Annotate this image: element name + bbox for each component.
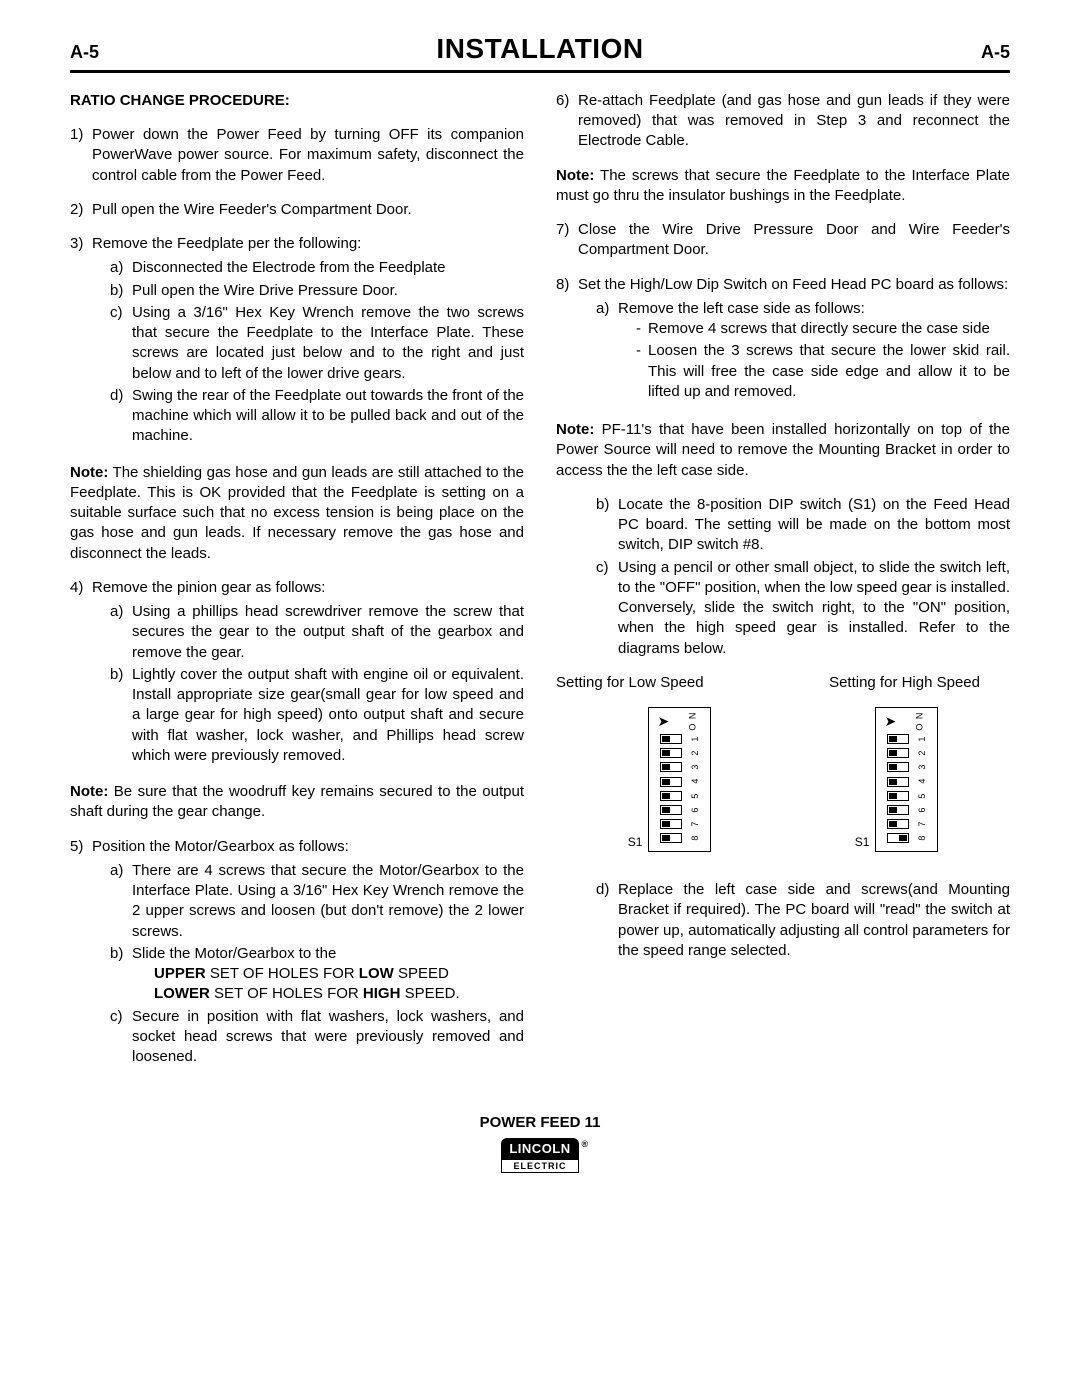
step-text: Close the Wire Drive Pressure Door and W… — [578, 220, 1010, 261]
header-left: A-5 — [70, 40, 99, 64]
step-text-line: Remove the pinion gear as follows: — [92, 579, 325, 596]
logo-top: LINCOLN — [501, 1138, 578, 1160]
step-text: Pull open the Wire Feeder's Compartment … — [92, 200, 524, 220]
step-7: 7) Close the Wire Drive Pressure Door an… — [556, 220, 1010, 261]
dip-captions: Setting for Low Speed Setting for High S… — [556, 673, 1010, 693]
s1-label: S1 — [628, 834, 643, 850]
dash-list: -Remove 4 screws that directly secure th… — [618, 319, 1010, 402]
step-num: 7) — [556, 220, 578, 261]
substep-c: c)Secure in position with flat washers, … — [110, 1007, 524, 1068]
step-1: 1) Power down the Power Feed by turning … — [70, 125, 524, 186]
substep-d: d)Replace the left case side and screws(… — [596, 880, 1010, 961]
substeps: a)There are 4 screws that secure the Mot… — [92, 861, 524, 1068]
substeps: a) Remove the left case side as follows:… — [578, 299, 1010, 404]
header-title: INSTALLATION — [436, 30, 643, 68]
content-columns: RATIO CHANGE PROCEDURE: 1) Power down th… — [70, 91, 1010, 1084]
step-text: Set the High/Low Dip Switch on Feed Head… — [578, 275, 1010, 407]
step-num: 8) — [556, 275, 578, 407]
section-heading: RATIO CHANGE PROCEDURE: — [70, 91, 524, 111]
note-text: The screws that secure the Feedplate to … — [556, 167, 1010, 204]
substeps-cont: b)Locate the 8-position DIP switch (S1) … — [556, 495, 1010, 659]
header-right: A-5 — [981, 40, 1010, 64]
lincoln-logo-icon: LINCOLN ELECTRIC — [501, 1138, 578, 1174]
substep-b: b)Pull open the Wire Drive Pressure Door… — [110, 281, 524, 301]
substep-c: c)Using a pencil or other small object, … — [596, 558, 1010, 659]
hole-line-2: LOWER SET OF HOLES FOR HIGH SPEED. — [132, 984, 524, 1004]
hole-line-1: UPPER SET OF HOLES FOR LOW SPEED — [132, 964, 524, 984]
note-3: Note: The screws that secure the Feedpla… — [556, 166, 1010, 207]
dash-item: -Remove 4 screws that directly secure th… — [636, 319, 1010, 339]
substep-a: a) Remove the left case side as follows:… — [596, 299, 1010, 404]
dip-high: S1 ➤O N12345678 — [855, 707, 938, 852]
substep-b: b)Lightly cover the output shaft with en… — [110, 665, 524, 766]
step-text-line: Position the Motor/Gearbox as follows: — [92, 838, 349, 855]
step-text: Remove the pinion gear as follows: a)Usi… — [92, 578, 524, 768]
step-5: 5) Position the Motor/Gearbox as follows… — [70, 837, 524, 1070]
step-num: 5) — [70, 837, 92, 1070]
step-3: 3) Remove the Feedplate per the followin… — [70, 234, 524, 449]
step-num: 3) — [70, 234, 92, 449]
left-column: RATIO CHANGE PROCEDURE: 1) Power down th… — [70, 91, 524, 1084]
substep-b: b) Slide the Motor/Gearbox to the UPPER … — [110, 944, 524, 1005]
logo-bot: ELECTRIC — [501, 1159, 578, 1173]
step-4: 4) Remove the pinion gear as follows: a)… — [70, 578, 524, 768]
note-label: Note: — [556, 421, 594, 438]
note-2: Note: Be sure that the woodruff key rema… — [70, 782, 524, 823]
step-text: Re-attach Feedplate (and gas hose and gu… — [578, 91, 1010, 152]
substeps-cont2: d)Replace the left case side and screws(… — [556, 880, 1010, 961]
step-num: 4) — [70, 578, 92, 768]
dip-low: S1 ➤O N12345678 — [628, 707, 711, 852]
step-6: 6) Re-attach Feedplate (and gas hose and… — [556, 91, 1010, 152]
substep-b: b)Locate the 8-position DIP switch (S1) … — [596, 495, 1010, 556]
substep-a: a)There are 4 screws that secure the Mot… — [110, 861, 524, 942]
s1-label: S1 — [855, 834, 870, 850]
substep-a: a)Using a phillips head screwdriver remo… — [110, 602, 524, 663]
substeps: a)Using a phillips head screwdriver remo… — [92, 602, 524, 766]
step-text: Power down the Power Feed by turning OFF… — [92, 125, 524, 186]
step-num: 2) — [70, 200, 92, 220]
step-text: Position the Motor/Gearbox as follows: a… — [92, 837, 524, 1070]
note-text: The shielding gas hose and gun leads are… — [70, 464, 524, 562]
substep-b-text: Slide the Motor/Gearbox to the — [132, 945, 336, 962]
step-text: Remove the Feedplate per the following: … — [92, 234, 524, 449]
high-caption: Setting for High Speed — [768, 673, 1010, 693]
note-4: Note: PF-11's that have been installed h… — [556, 420, 1010, 481]
step-2: 2) Pull open the Wire Feeder's Compartme… — [70, 200, 524, 220]
substep-c: c)Using a 3/16" Hex Key Wrench remove th… — [110, 303, 524, 384]
step-text-line: Remove the Feedplate per the following: — [92, 235, 361, 252]
substep-a: a)Disconnected the Electrode from the Fe… — [110, 258, 524, 278]
note-text: PF-11's that have been installed horizon… — [556, 421, 1010, 479]
footer-title: POWER FEED 11 — [70, 1113, 1010, 1133]
note-label: Note: — [556, 167, 594, 184]
note-label: Note: — [70, 783, 108, 800]
right-column: 6) Re-attach Feedplate (and gas hose and… — [556, 91, 1010, 1084]
dip-switch-high-icon: ➤O N12345678 — [875, 707, 938, 852]
step-num: 1) — [70, 125, 92, 186]
substep-d: d)Swing the rear of the Feedplate out to… — [110, 386, 524, 447]
substep-a-text: Remove the left case side as follows: — [618, 300, 865, 317]
dash-item: -Loosen the 3 screws that secure the low… — [636, 341, 1010, 402]
page-footer: POWER FEED 11 LINCOLN ELECTRIC — [70, 1113, 1010, 1175]
dip-diagrams: S1 ➤O N12345678 S1 ➤O N12345678 — [556, 707, 1010, 852]
step-text-line: Set the High/Low Dip Switch on Feed Head… — [578, 276, 1008, 293]
low-caption: Setting for Low Speed — [556, 673, 768, 693]
dip-switch-low-icon: ➤O N12345678 — [648, 707, 711, 852]
note-text: Be sure that the woodruff key remains se… — [70, 783, 524, 820]
step-8: 8) Set the High/Low Dip Switch on Feed H… — [556, 275, 1010, 407]
note-label: Note: — [70, 464, 108, 481]
note-1: Note: The shielding gas hose and gun lea… — [70, 463, 524, 564]
page-header: A-5 INSTALLATION A-5 — [70, 30, 1010, 73]
substeps: a)Disconnected the Electrode from the Fe… — [92, 258, 524, 446]
step-num: 6) — [556, 91, 578, 152]
